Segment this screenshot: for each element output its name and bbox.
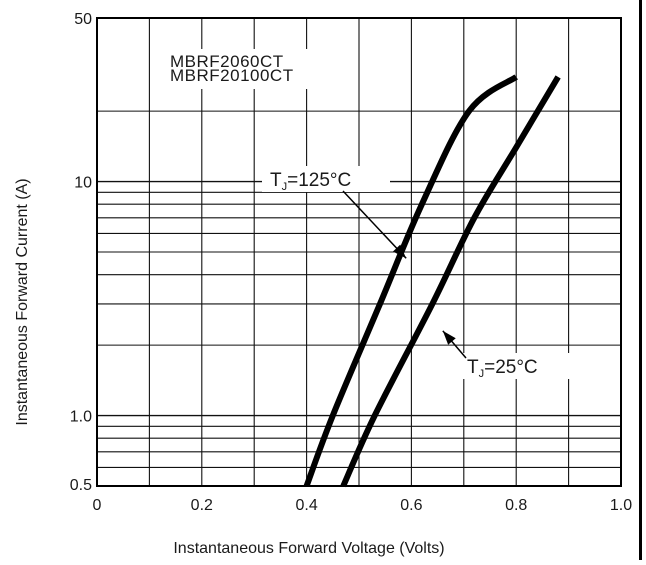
x-tick-label: 0	[93, 497, 102, 514]
y-axis-label: Instantaneous Forward Current (A)	[14, 178, 31, 425]
plot-frame	[96, 17, 622, 487]
annotation-label-bg	[262, 166, 390, 192]
legend-device-name: MBRF20100CT	[170, 66, 294, 85]
y-tick-label: 0.5	[70, 477, 92, 494]
annotation-label-bg	[460, 353, 570, 379]
legend-box	[162, 49, 352, 89]
annotation-arrowhead	[442, 330, 456, 345]
y-tick-label: 10	[74, 175, 92, 192]
x-axis-label: Instantaneous Forward Voltage (Volts)	[173, 540, 444, 557]
annotation-label: TJ=25°C	[467, 357, 538, 380]
annotation-arrowhead	[392, 244, 407, 259]
x-tick-label: 0.4	[295, 497, 317, 514]
y-tick-label: 1.0	[70, 409, 92, 426]
x-tick-label: 1.0	[610, 497, 632, 514]
annotation-arrow-line	[342, 190, 407, 259]
page-border	[639, 0, 642, 560]
x-tick-label: 0.6	[400, 497, 422, 514]
legend-device-name: MBRF2060CT	[170, 52, 284, 71]
series-line-1	[303, 74, 518, 488]
annotation-label: TJ=125°C	[270, 170, 351, 193]
x-tick-label: 0.2	[191, 497, 213, 514]
x-tick-label: 0.8	[505, 497, 527, 514]
series-line-2	[340, 75, 561, 488]
y-tick-label: 50	[74, 11, 92, 28]
